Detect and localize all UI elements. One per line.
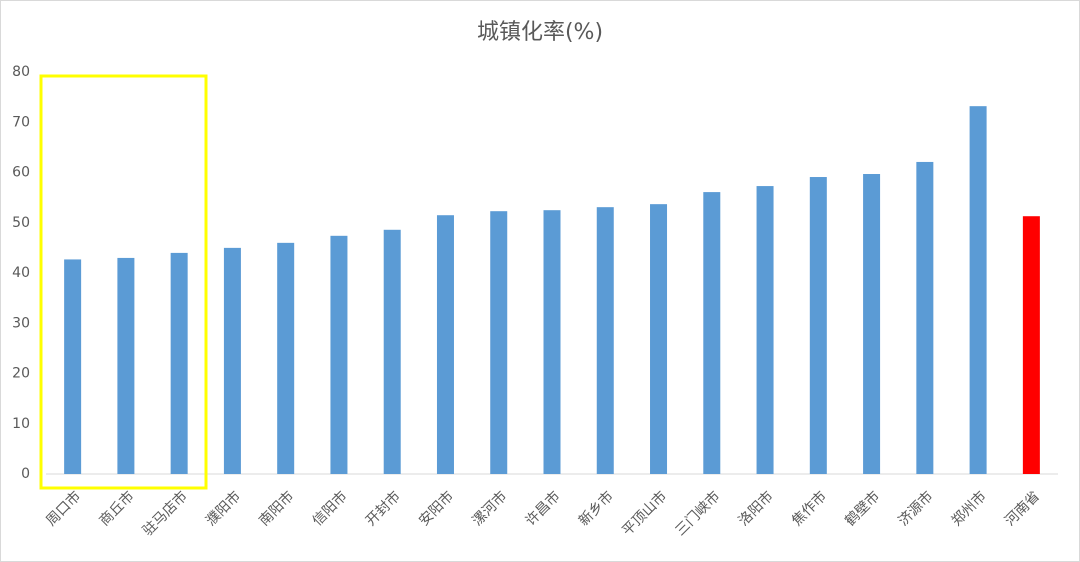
chart-title: 城镇化率(%) (477, 20, 603, 45)
y-tick-label: 80 (12, 64, 30, 80)
bar (703, 192, 721, 474)
y-tick-label: 0 (21, 466, 30, 482)
y-tick-label: 70 (12, 114, 30, 130)
bar (809, 177, 827, 474)
bar (596, 207, 614, 475)
y-tick-label: 60 (12, 165, 30, 181)
bar (916, 161, 934, 474)
bar (117, 257, 135, 474)
bar (383, 229, 401, 474)
bar (223, 247, 241, 474)
bar (170, 252, 188, 474)
bar (650, 204, 668, 474)
bar (756, 186, 774, 474)
bar (863, 174, 881, 474)
bar (64, 259, 82, 474)
y-tick-label: 10 (12, 416, 30, 432)
y-tick-label: 40 (12, 265, 30, 281)
highlight-box (39, 74, 208, 490)
bar (330, 235, 348, 474)
bar (277, 242, 295, 474)
y-tick-label: 30 (12, 315, 30, 331)
bar (969, 106, 987, 475)
y-tick-label: 20 (12, 366, 30, 382)
bar (490, 211, 508, 474)
bar (1022, 216, 1040, 474)
bar (436, 215, 454, 474)
y-tick-label: 50 (12, 215, 30, 231)
bar (543, 210, 561, 474)
